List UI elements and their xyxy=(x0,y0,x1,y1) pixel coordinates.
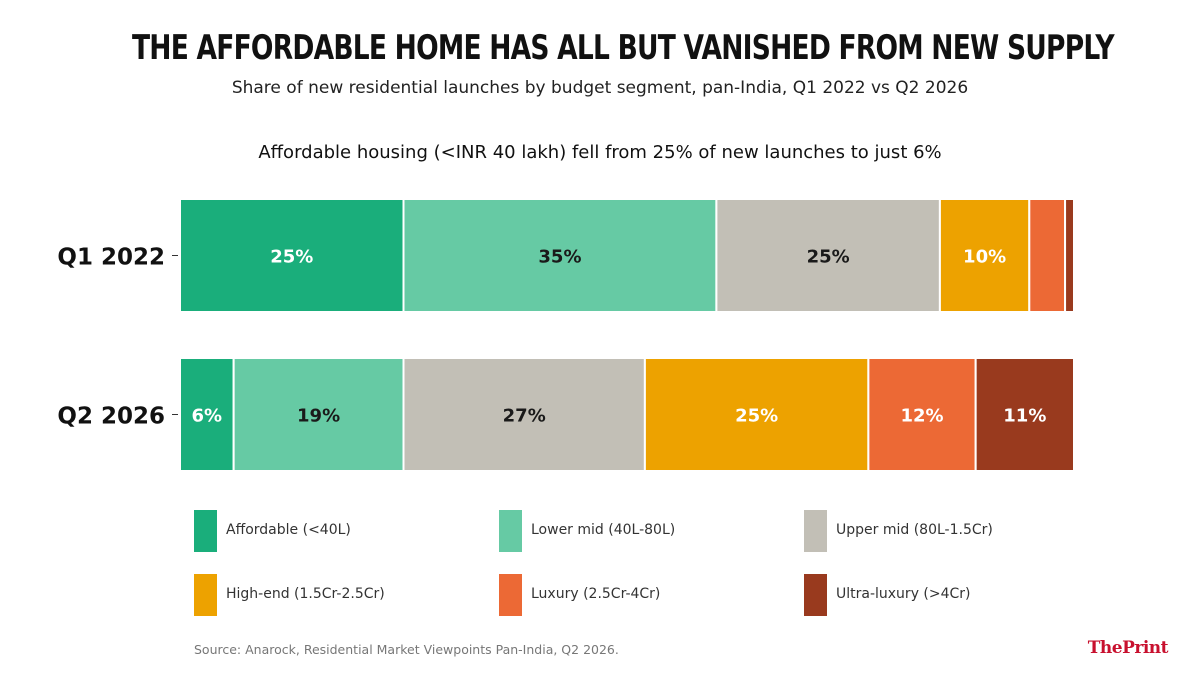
legend-swatch-1 xyxy=(499,510,522,552)
bar-segment-0-0 xyxy=(179,198,405,313)
bar-segment-0-1 xyxy=(402,198,718,313)
legend-swatch-2 xyxy=(804,510,827,552)
data-label-0-3: 10% xyxy=(963,247,1006,268)
logo-the: The xyxy=(1087,638,1123,658)
legend-label-5: Ultra-luxury (>4Cr) xyxy=(836,586,971,602)
bar-segment-0-5 xyxy=(1064,198,1076,313)
chart-title: THE AFFORDABLE HOME HAS ALL BUT VANISHED… xyxy=(132,28,1115,68)
bar-segment-1-1 xyxy=(232,357,405,472)
bar-segment-1-0 xyxy=(179,357,235,472)
legend-swatch-3 xyxy=(194,574,217,616)
legend-label-1: Lower mid (40L-80L) xyxy=(531,522,676,538)
bar-segment-0-4 xyxy=(1028,198,1067,313)
legend-label-4: Luxury (2.5Cr-4Cr) xyxy=(531,586,661,602)
legend-swatch-4 xyxy=(499,574,522,616)
bar-segment-1-4 xyxy=(867,357,977,472)
logo-print: Print xyxy=(1122,638,1168,658)
bar-segment-1-3 xyxy=(643,357,870,472)
category-label-1: Q2 2026 xyxy=(57,404,165,430)
data-label-0-0: 25% xyxy=(270,247,313,268)
legend-label-3: High-end (1.5Cr-2.5Cr) xyxy=(226,586,385,602)
data-label-1-0: 6% xyxy=(192,406,223,427)
source-note: Source: Anarock, Residential Market View… xyxy=(194,642,619,657)
bar-segment-1-2 xyxy=(402,357,646,472)
chart-subtitle: Share of new residential launches by bud… xyxy=(231,78,969,98)
bar-segment-0-2 xyxy=(715,198,941,313)
stacked-bar-chart: 25% 35% 25% 10% Q1 2022 6% 19% 27% 25% 12% 11% Q2 2… xyxy=(57,198,1076,472)
data-label-1-5: 11% xyxy=(1003,406,1046,427)
data-label-0-1: 35% xyxy=(538,247,581,268)
data-label-1-2: 27% xyxy=(503,406,546,427)
legend-swatch-5 xyxy=(804,574,827,616)
bar-segment-1-5 xyxy=(974,357,1075,472)
chart-annotation: Affordable housing (<INR 40 lakh) fell f… xyxy=(258,142,942,163)
legend-label-2: Upper mid (80L-1.5Cr) xyxy=(836,522,993,538)
data-label-1-4: 12% xyxy=(900,406,943,427)
theprint-logo: ThePrint xyxy=(1087,638,1169,658)
data-label-1-1: 19% xyxy=(297,406,340,427)
legend-label-0: Affordable (<40L) xyxy=(226,522,351,538)
category-label-0: Q1 2022 xyxy=(57,245,165,271)
legend-swatch-0 xyxy=(194,510,217,552)
data-label-0-2: 25% xyxy=(807,247,850,268)
data-label-1-3: 25% xyxy=(735,406,778,427)
